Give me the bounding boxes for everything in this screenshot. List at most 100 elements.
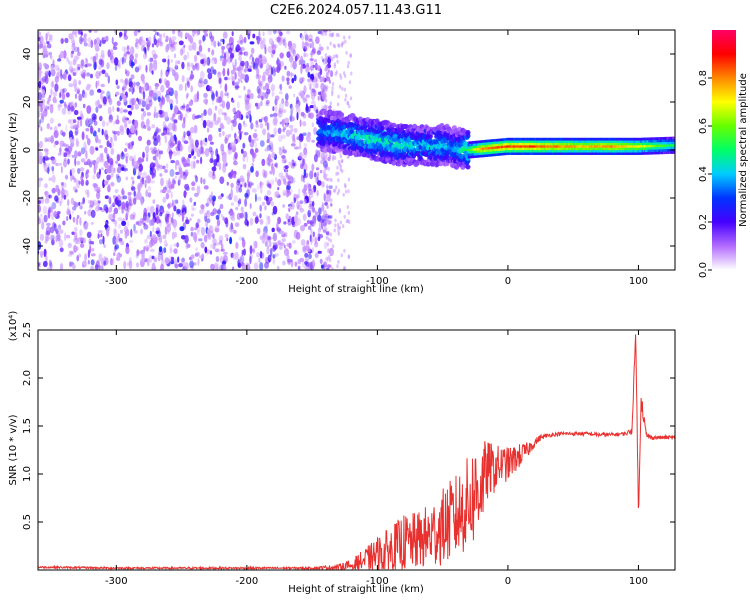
heat-cell (115, 79, 119, 86)
heat-cell (63, 182, 67, 188)
heat-cell (207, 72, 213, 80)
heat-cell (132, 197, 137, 205)
heat-cell (232, 266, 235, 270)
heat-cell (224, 92, 229, 97)
heat-cell (260, 80, 263, 90)
heat-cell (90, 56, 93, 60)
heat-cell (63, 38, 68, 43)
heat-cell (130, 176, 134, 180)
heat-cell (333, 44, 337, 49)
heat-cell (47, 267, 51, 270)
heat-cell (345, 50, 348, 55)
heat-cell (242, 163, 247, 170)
heat-cell (212, 245, 216, 250)
heat-cell (322, 57, 326, 65)
heat-cell (204, 212, 207, 217)
heat-cell (315, 36, 320, 44)
heat-cell (50, 135, 54, 144)
heat-cell (157, 204, 161, 211)
heat-cell (159, 212, 163, 217)
heat-cell (97, 139, 101, 144)
heat-cell (85, 128, 90, 132)
heat-cell (252, 61, 256, 70)
heat-cell (105, 227, 110, 237)
heat-cell (292, 48, 296, 57)
heat-cell (321, 181, 325, 188)
heat-cell (176, 208, 181, 214)
heat-cell (244, 60, 247, 69)
heat-cell (267, 254, 272, 263)
heat-cell (218, 235, 224, 244)
heat-cell (100, 83, 105, 88)
heat-cell (169, 99, 174, 106)
heat-cell (308, 253, 312, 260)
heat-cell (72, 238, 76, 242)
heat-cell (141, 89, 144, 94)
heat-cell (228, 36, 234, 46)
heat-cell (216, 153, 220, 163)
heat-cell (120, 93, 125, 99)
heat-cell (108, 196, 112, 205)
heat-cell (47, 106, 50, 110)
heat-cell (249, 142, 253, 147)
heat-cell (47, 166, 50, 175)
heat-cell (97, 128, 101, 133)
heat-cell (96, 100, 101, 106)
heat-cell (315, 82, 319, 89)
heat-cell (322, 76, 325, 82)
heat-cell (157, 128, 161, 133)
heat-cell (299, 207, 305, 213)
heat-cell (274, 117, 278, 127)
heat-cell (222, 130, 225, 136)
heat-cell (116, 114, 119, 121)
heat-cell (120, 240, 125, 246)
heat-cell (74, 102, 78, 108)
heat-cell (64, 37, 69, 44)
heat-cell (236, 212, 241, 220)
heat-cell (173, 243, 179, 247)
heat-cell (188, 154, 192, 159)
heat-cell (152, 226, 155, 233)
heat-cell (303, 147, 308, 156)
heat-cell (302, 246, 307, 252)
heat-cell (115, 201, 119, 206)
heat-cell (259, 57, 262, 65)
heat-cell (190, 254, 194, 263)
heat-cell (192, 30, 195, 38)
heat-cell (189, 260, 194, 268)
heat-cell (122, 117, 126, 123)
heat-cell (311, 247, 314, 254)
heat-cell (277, 127, 282, 134)
heat-cell (261, 95, 264, 101)
heat-cell (86, 231, 92, 238)
heat-cell (96, 191, 101, 200)
heat-cell (101, 265, 104, 270)
heat-cell (46, 222, 51, 227)
heat-cell (127, 143, 131, 149)
heat-cell (57, 103, 61, 112)
heat-cell (138, 98, 142, 106)
heat-cell (305, 103, 308, 112)
heat-cell (212, 233, 215, 239)
heat-cell (339, 75, 343, 80)
heat-cell (214, 227, 220, 233)
heat-cell (152, 30, 157, 33)
heat-cell (294, 55, 298, 62)
heat-cell (242, 265, 247, 270)
heat-cell (110, 55, 115, 64)
heat-cell (103, 260, 106, 266)
heat-cell (76, 124, 80, 129)
heat-cell (163, 247, 167, 254)
heat-cell (154, 31, 159, 36)
heat-cell (191, 186, 195, 191)
heat-cell (151, 217, 155, 226)
heat-cell (262, 55, 265, 59)
heat-cell (300, 225, 305, 232)
heat-cell (272, 166, 275, 176)
heat-cell (149, 57, 154, 62)
heat-cell (311, 122, 315, 128)
heat-cell (93, 61, 97, 71)
heat-cell (62, 220, 66, 226)
heat-cell (162, 165, 166, 170)
heat-cell (82, 103, 86, 109)
